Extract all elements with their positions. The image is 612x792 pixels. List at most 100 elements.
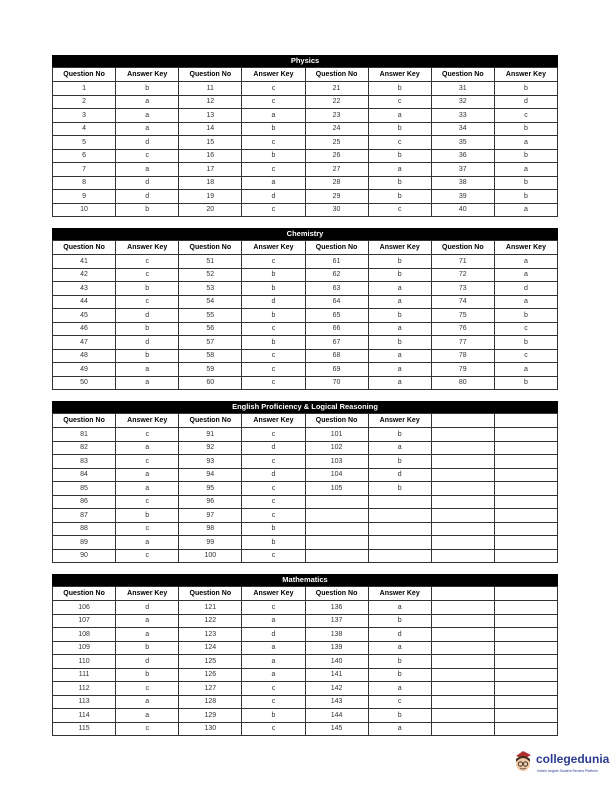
answer-table: Question No Answer Key Question No Answer K… (51, 586, 559, 736)
answer-cell: b (367, 175, 432, 190)
question-cell: 71 (430, 254, 495, 269)
answer-cell: c (493, 108, 559, 123)
answer-cell: b (241, 335, 306, 350)
section-title: English Proficiency & Logical Reasoning (52, 401, 558, 413)
answer-cell: a (493, 135, 559, 150)
answer-cell (493, 681, 559, 696)
question-cell: 106 (51, 600, 117, 615)
question-cell: 139 (304, 640, 369, 655)
answer-cell (493, 481, 559, 496)
answer-cell: b (367, 189, 432, 204)
answer-cell (367, 535, 432, 550)
question-cell: 103 (304, 454, 369, 469)
table-row: 110 d 125 a 140 b (51, 654, 559, 669)
question-cell: 24 (304, 121, 369, 136)
answer-cell: d (367, 467, 432, 482)
answer-cell: c (241, 254, 306, 269)
question-cell (430, 654, 495, 669)
question-cell: 21 (304, 81, 369, 96)
answer-cell: b (367, 81, 432, 96)
question-cell: 101 (304, 427, 369, 442)
answer-cell: b (367, 667, 432, 682)
answer-cell: b (367, 708, 432, 723)
section-title: Mathematics (52, 574, 558, 586)
question-cell: 31 (430, 81, 495, 96)
question-no-header (430, 586, 495, 601)
question-no-header: Question No (178, 586, 243, 601)
question-cell: 46 (51, 321, 117, 336)
question-cell: 82 (51, 440, 117, 455)
answer-cell: a (115, 440, 180, 455)
question-cell: 28 (304, 175, 369, 190)
answer-cell (493, 721, 559, 736)
answer-key-header: Answer Key (367, 240, 432, 255)
answer-cell: a (367, 721, 432, 736)
question-cell: 42 (51, 267, 117, 282)
question-cell: 136 (304, 600, 369, 615)
answer-key-header: Answer Key (241, 413, 306, 428)
question-cell: 130 (178, 721, 243, 736)
answer-cell: a (241, 640, 306, 655)
question-cell: 58 (178, 348, 243, 363)
question-cell: 10 (51, 202, 117, 217)
table-row: 114 a 129 b 144 b (51, 708, 559, 723)
question-no-header: Question No (304, 240, 369, 255)
question-cell: 80 (430, 375, 495, 390)
question-cell: 95 (178, 481, 243, 496)
table-row: 50 a 60 c 70 a 80 b (51, 375, 559, 390)
answer-cell: a (367, 362, 432, 377)
question-cell: 66 (304, 321, 369, 336)
answer-cell: c (493, 348, 559, 363)
answer-key-header (493, 586, 559, 601)
answer-cell: c (241, 348, 306, 363)
question-cell (430, 548, 495, 563)
question-cell: 36 (430, 148, 495, 163)
question-cell: 108 (51, 627, 117, 642)
question-cell: 110 (51, 654, 117, 669)
question-cell: 114 (51, 708, 117, 723)
answer-cell (493, 521, 559, 536)
question-cell (430, 667, 495, 682)
question-no-header: Question No (430, 240, 495, 255)
question-cell: 98 (178, 521, 243, 536)
question-cell (430, 627, 495, 642)
question-cell: 35 (430, 135, 495, 150)
answer-cell (367, 521, 432, 536)
answer-cell: c (241, 375, 306, 390)
question-cell: 105 (304, 481, 369, 496)
question-cell: 112 (51, 681, 117, 696)
question-cell: 124 (178, 640, 243, 655)
question-no-header: Question No (430, 67, 495, 82)
answer-cell: c (241, 427, 306, 442)
question-cell: 76 (430, 321, 495, 336)
question-cell: 13 (178, 108, 243, 123)
logo-tagline: India's largest Student Review Platform (537, 769, 598, 773)
answer-cell: b (115, 640, 180, 655)
answer-cell: c (115, 427, 180, 442)
answer-cell: d (115, 600, 180, 615)
answer-cell: b (493, 308, 559, 323)
table-row: 48 b 58 c 68 a 78 c (51, 348, 559, 363)
answer-cell: c (241, 600, 306, 615)
answer-cell (367, 494, 432, 509)
header-row: Question No Answer Key Question No Answer K… (51, 240, 559, 255)
question-cell: 55 (178, 308, 243, 323)
answer-cell (493, 667, 559, 682)
answer-key-header: Answer Key (241, 240, 306, 255)
answer-cell: c (241, 202, 306, 217)
question-no-header: Question No (178, 67, 243, 82)
answer-cell: c (367, 94, 432, 109)
question-no-header: Question No (51, 67, 117, 82)
answer-cell: a (367, 294, 432, 309)
answer-cell: d (115, 335, 180, 350)
question-cell: 91 (178, 427, 243, 442)
answer-table: Question No Answer Key Question No Answer K… (51, 413, 559, 563)
answer-key-header: Answer Key (367, 586, 432, 601)
answer-cell: b (493, 121, 559, 136)
mascot-icon (516, 751, 531, 771)
question-cell: 17 (178, 162, 243, 177)
answer-cell: a (367, 640, 432, 655)
answer-cell: c (115, 267, 180, 282)
table-row: 1 b 11 c 21 b 31 b (51, 81, 559, 96)
table-row: 41 c 51 c 61 b 71 a (51, 254, 559, 269)
